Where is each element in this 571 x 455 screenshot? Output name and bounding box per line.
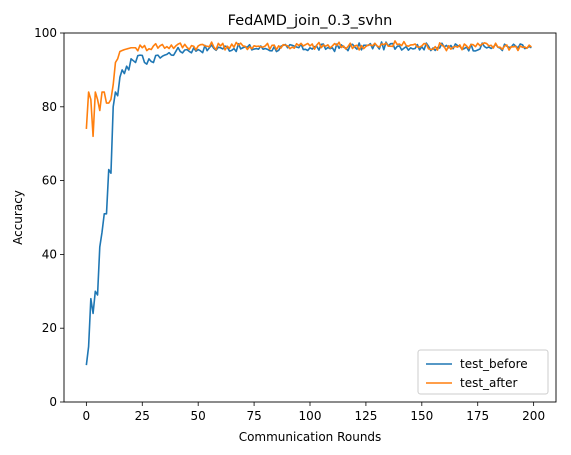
x-axis-label: Communication Rounds (239, 430, 382, 444)
y-tick-label: 100 (34, 26, 57, 40)
y-tick-label: 0 (49, 395, 57, 409)
x-axis: 0 25 50 75 100 125 150 175 200 (83, 402, 545, 423)
chart-title: FedAMD_join_0.3_svhn (228, 13, 393, 29)
y-tick-label: 60 (42, 174, 57, 188)
legend: test_before test_after (417, 349, 549, 395)
x-tick-label: 125 (354, 409, 377, 423)
x-tick-label: 200 (522, 409, 545, 423)
y-tick-label: 20 (42, 321, 57, 335)
y-tick-label: 80 (42, 100, 57, 114)
series-line-test_after (85, 40, 532, 138)
x-tick-label: 50 (191, 409, 206, 423)
x-tick-label: 0 (83, 409, 91, 423)
y-axis-label: Accuracy (11, 190, 25, 245)
plot-frame (63, 32, 557, 403)
legend-entry: test_after (460, 376, 518, 390)
x-tick-label: 175 (466, 409, 489, 423)
y-axis: 0 20 40 60 80 100 (34, 26, 64, 409)
x-tick-label: 150 (410, 409, 433, 423)
x-tick-label: 25 (135, 409, 150, 423)
x-tick-label: 100 (299, 409, 322, 423)
series-layer (85, 40, 532, 366)
series-line-test_before (85, 41, 532, 366)
y-tick-label: 40 (42, 247, 57, 261)
legend-entry: test_before (460, 357, 528, 371)
x-tick-label: 75 (246, 409, 261, 423)
